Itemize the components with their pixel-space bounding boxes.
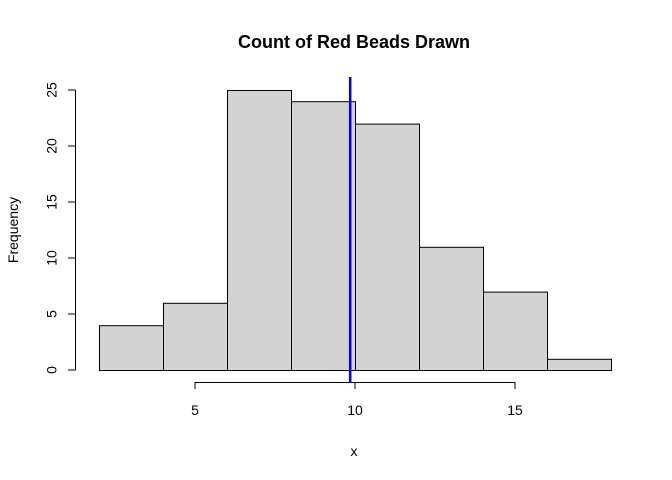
bars-group [99, 90, 612, 372]
histogram-bar-2 [163, 302, 228, 371]
x-axis-label: x [351, 443, 358, 459]
y-tick-label: 0 [44, 366, 60, 374]
histogram-bar-6 [419, 246, 484, 371]
histogram-bar-8 [547, 358, 612, 371]
histogram-bar-7 [483, 291, 548, 372]
x-tick-label: 15 [507, 402, 523, 418]
y-axis-label: Frequency [5, 197, 21, 263]
y-tick-label: 5 [44, 310, 60, 318]
histogram-bar-1 [99, 325, 164, 372]
histogram-bar-4 [291, 101, 356, 371]
x-tick-label: 5 [191, 402, 199, 418]
y-tick-label: 20 [44, 138, 60, 154]
x-tick-label: 10 [347, 402, 363, 418]
y-tick-label: 15 [44, 194, 60, 210]
y-axis: 0 5 10 15 20 25 [44, 82, 76, 374]
y-tick-label: 10 [44, 250, 60, 266]
histogram-bar-3 [227, 90, 292, 371]
y-tick-label: 25 [44, 82, 60, 98]
x-axis: 5 10 15 [191, 382, 523, 418]
histogram-bar-5 [355, 123, 420, 371]
chart-title: Count of Red Beads Drawn [238, 32, 470, 52]
